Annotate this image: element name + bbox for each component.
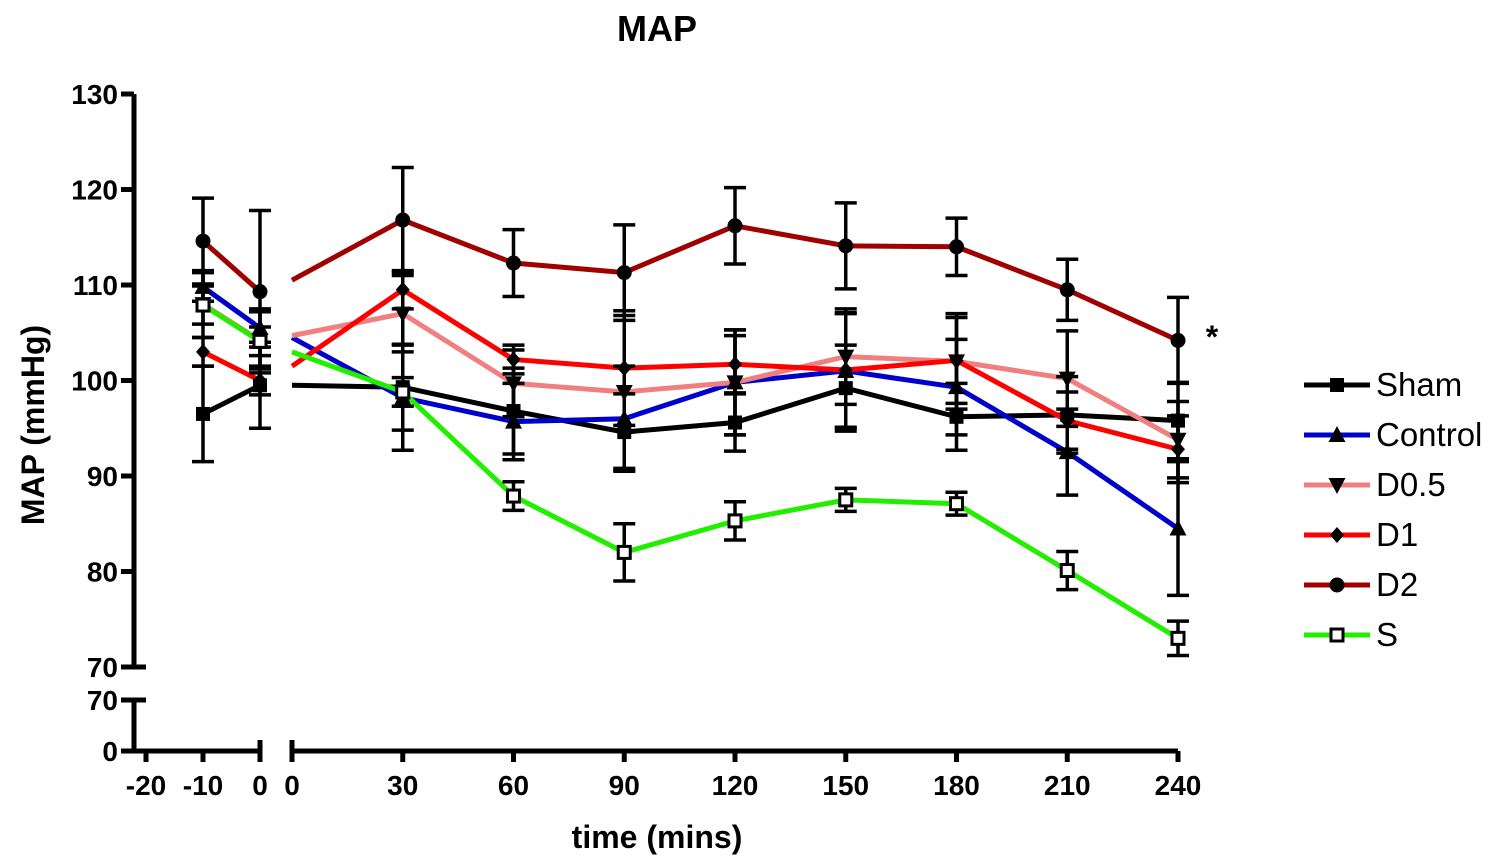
series-line-control-pre [201, 284, 262, 331]
x-tick-label: 30 [387, 770, 418, 801]
data-point-d0-5 [505, 376, 522, 393]
legend-swatch [1304, 527, 1370, 543]
series-markers-d2 [192, 165, 1189, 386]
data-point-s [506, 488, 521, 504]
x-tick-label: 120 [712, 770, 759, 801]
legend-label: Control [1376, 416, 1483, 453]
data-point-s [195, 297, 211, 313]
y-tick-label: 110 [73, 270, 118, 301]
data-point-d0-5 [394, 306, 412, 323]
x-tick-label: 0 [284, 770, 300, 801]
significance-annotation: * [1206, 319, 1219, 355]
data-point-d1 [1060, 412, 1075, 429]
data-point-control [505, 412, 522, 429]
data-point-s [252, 333, 268, 349]
data-point-d1 [728, 356, 742, 373]
legend-marker [1329, 627, 1345, 643]
series-sham [201, 382, 1179, 435]
legend-swatch [1304, 426, 1370, 442]
series-line-sham-pre [201, 383, 262, 417]
data-point-d2 [949, 239, 964, 255]
data-point-s [727, 513, 743, 529]
x-tick-label: 90 [609, 770, 640, 801]
x-tick-label: -10 [183, 770, 223, 801]
x-axis-label: time (mins) [572, 819, 743, 855]
y-tick-label: 120 [71, 175, 118, 206]
data-point-d1 [196, 343, 210, 360]
data-point-d1 [838, 361, 853, 378]
data-point-s [1170, 630, 1186, 646]
legend-marker [1328, 478, 1346, 494]
x-tick-label: 60 [498, 770, 529, 801]
legend-swatch [1304, 627, 1370, 643]
data-point-d2 [195, 233, 211, 249]
data-point-d2 [727, 218, 743, 234]
data-point-d2 [838, 238, 854, 254]
series-s [201, 302, 1180, 641]
y-axis-label: MAP (mmHg) [15, 325, 51, 525]
data-point-s [838, 492, 854, 508]
legend-swatch [1304, 378, 1370, 392]
series-markers-s [192, 284, 1189, 658]
legend-swatch [1304, 478, 1370, 494]
y-tick-label: 70 [87, 652, 118, 683]
data-point-s [949, 496, 964, 512]
x-tick-label: 150 [822, 770, 869, 801]
legend-marker [1330, 527, 1344, 543]
data-point-s [395, 384, 411, 400]
x-tick-label: 180 [933, 770, 980, 801]
legend-marker [1330, 378, 1344, 392]
x-tick-label: 0 [252, 770, 268, 801]
data-point-d1 [506, 351, 521, 368]
legend-marker [1329, 577, 1345, 593]
data-point-sham [196, 406, 210, 421]
x-tick-label: 240 [1155, 770, 1202, 801]
legend-label: Sham [1376, 366, 1463, 403]
data-point-d1 [617, 360, 632, 377]
legend-label: D1 [1376, 516, 1419, 553]
data-point-d1 [253, 372, 267, 389]
data-point-control [1058, 443, 1076, 460]
y-tick-label: 130 [71, 79, 118, 110]
data-point-d0-5 [1058, 371, 1076, 388]
y-tick-label: 100 [71, 366, 118, 397]
data-point-s [1059, 563, 1075, 579]
legend-label: S [1376, 616, 1399, 653]
data-point-d2 [616, 265, 632, 281]
y-tick-label: 90 [87, 461, 118, 492]
legend-marker [1328, 426, 1346, 442]
series-line-d2-pre [201, 239, 262, 294]
x-tick-label: -20 [126, 770, 166, 801]
y-tick-label: 70 [87, 685, 118, 716]
data-point-control [1169, 519, 1187, 536]
y-tick-label: 0 [102, 736, 118, 767]
series-line-d1-pre [201, 349, 262, 383]
chart-title: MAP [617, 8, 697, 49]
y-tick-label: 80 [87, 557, 118, 588]
legend-label: D2 [1376, 566, 1419, 603]
x-tick-label: 210 [1044, 770, 1091, 801]
legend-swatch [1304, 577, 1370, 593]
data-point-s [616, 544, 632, 560]
data-point-d1 [395, 281, 410, 298]
series-line-s-pre [201, 302, 262, 344]
data-point-d2 [252, 284, 268, 300]
legend-label: D0.5 [1376, 466, 1446, 503]
data-point-d2 [506, 255, 521, 271]
data-point-d2 [1170, 332, 1186, 348]
data-point-d1 [949, 352, 964, 369]
plot-area [192, 165, 1189, 658]
data-point-d1 [1171, 441, 1185, 458]
data-point-d2 [1059, 282, 1075, 298]
data-point-d2 [395, 212, 411, 228]
